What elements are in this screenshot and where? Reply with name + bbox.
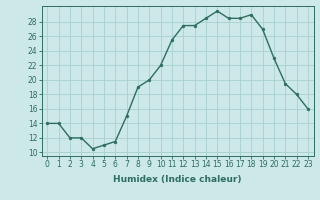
X-axis label: Humidex (Indice chaleur): Humidex (Indice chaleur) (113, 175, 242, 184)
